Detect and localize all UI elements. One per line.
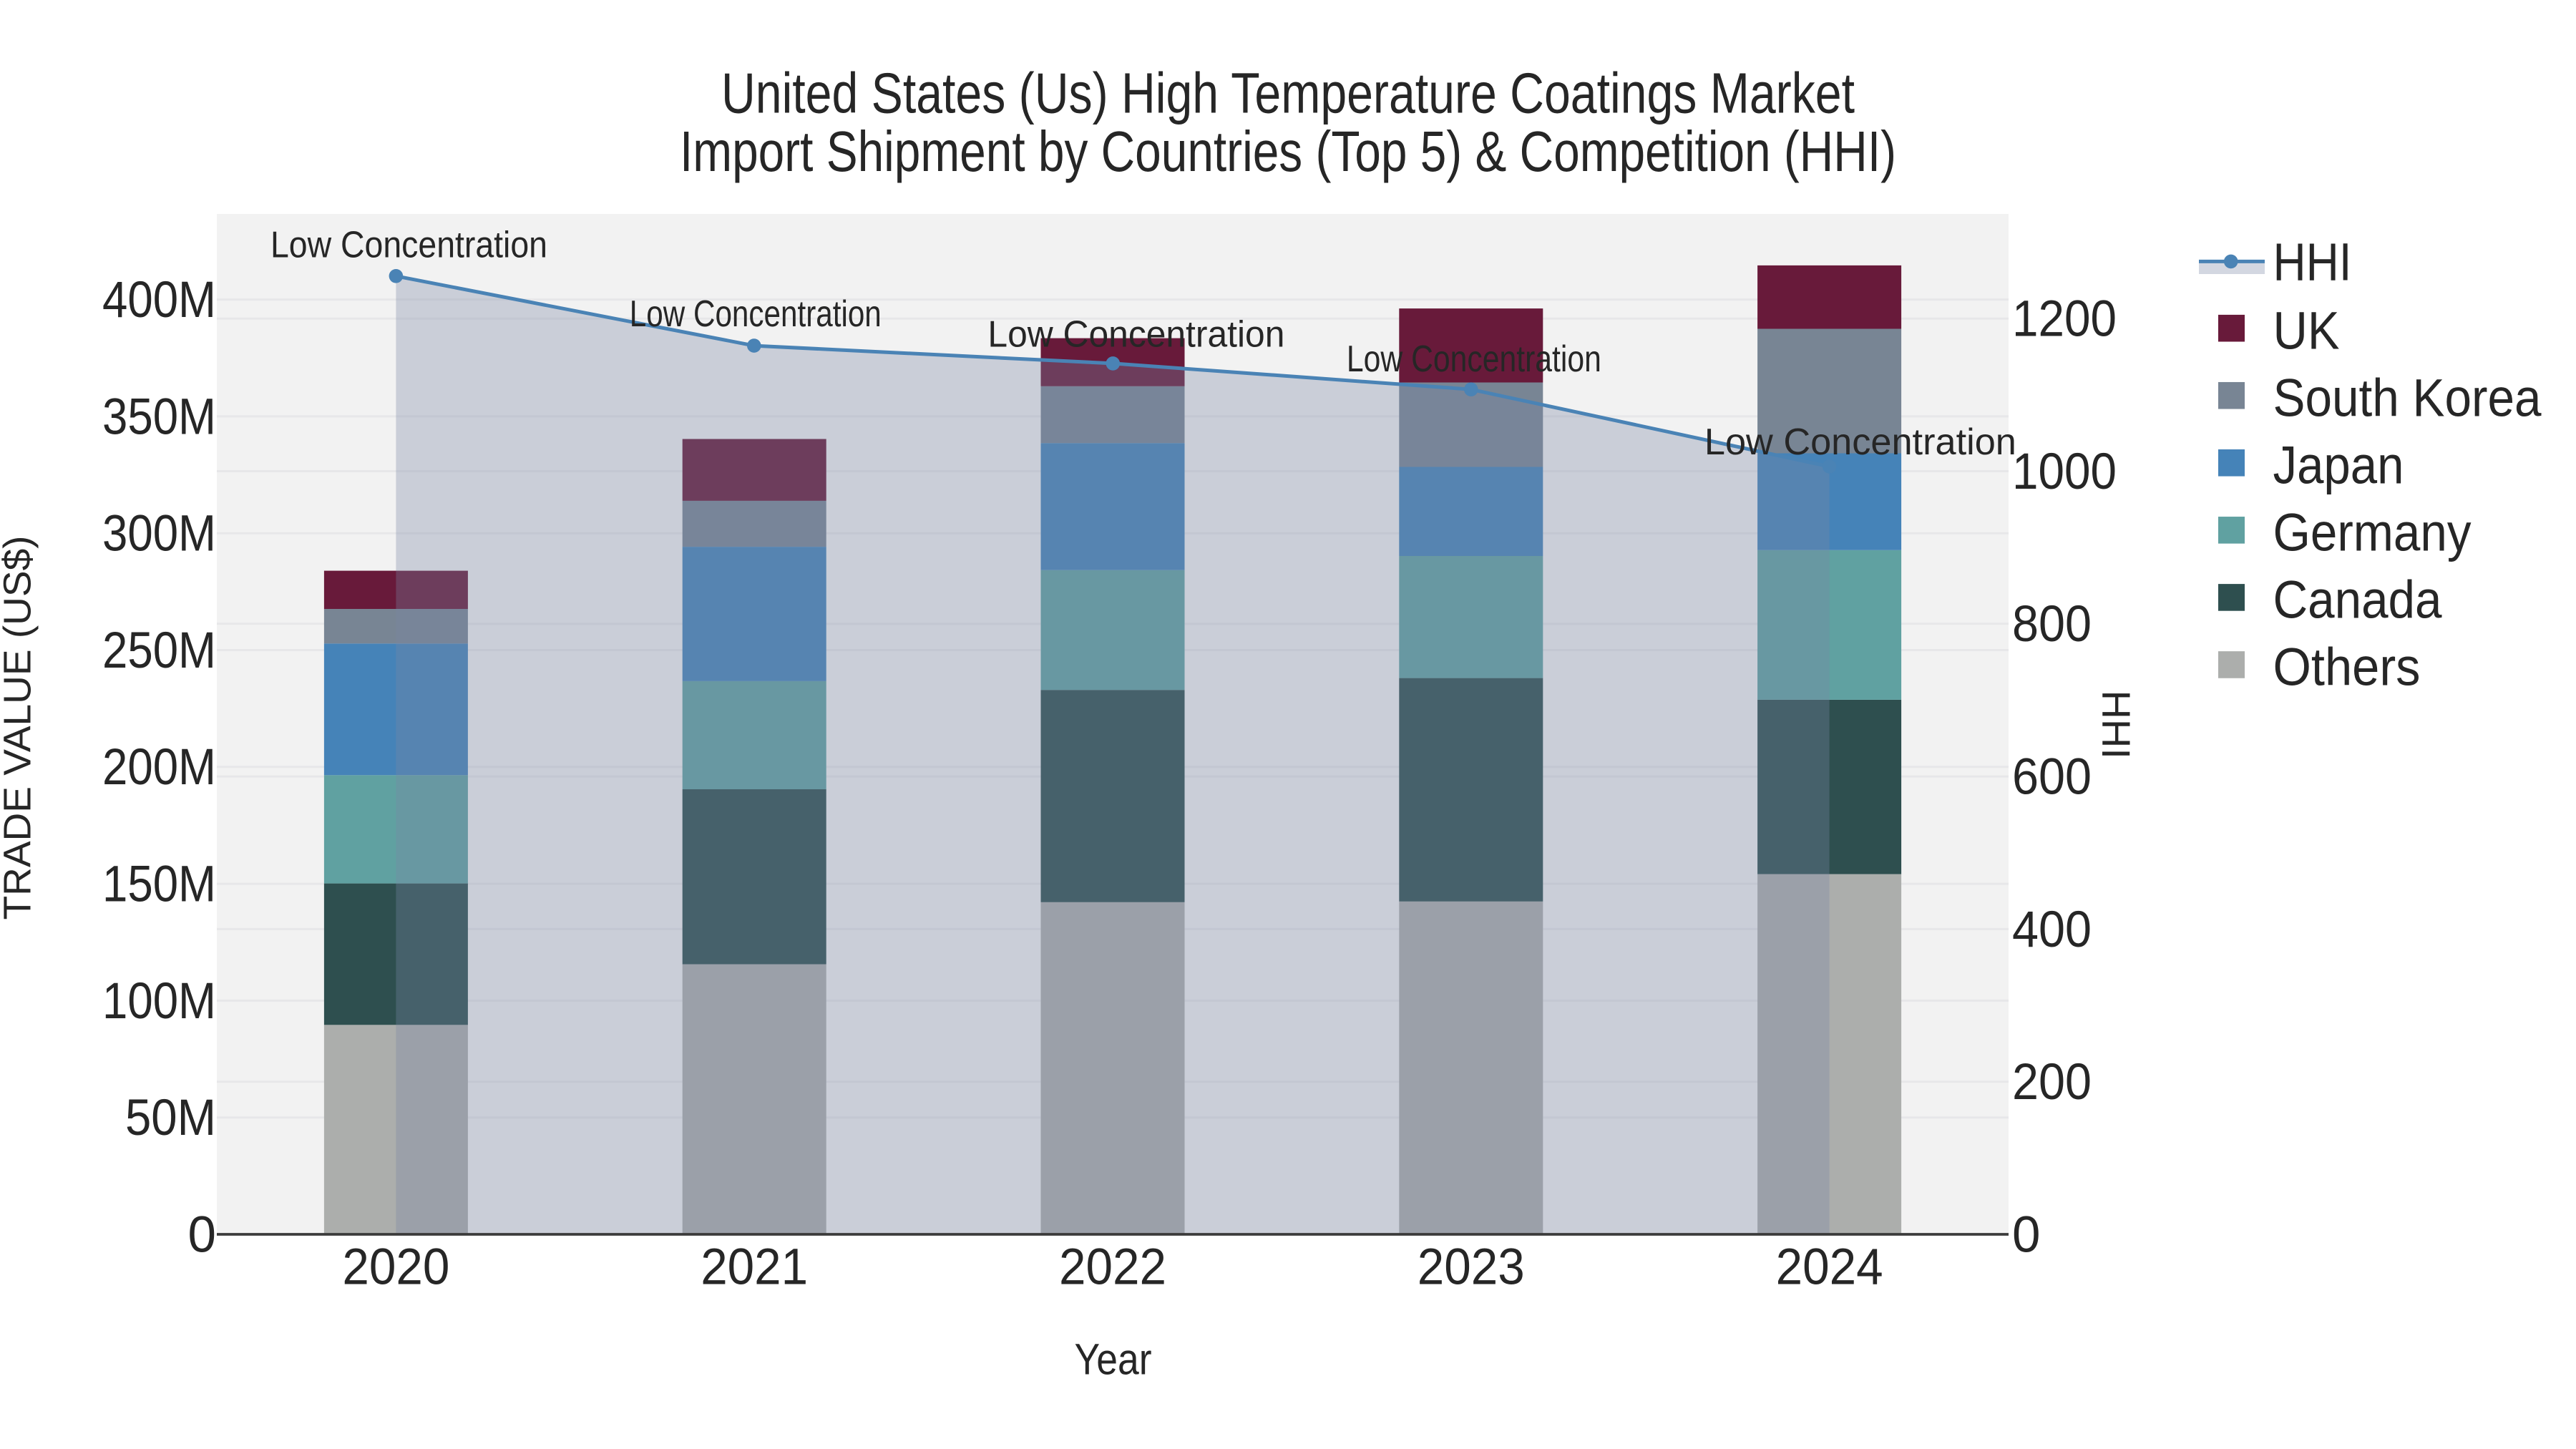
svg-text:600: 600 [2012,749,2092,806]
svg-text:Germany: Germany [2273,502,2472,562]
svg-text:Others: Others [2273,638,2421,697]
svg-text:0: 0 [2012,1206,2041,1263]
svg-text:Low Concentration: Low Concentration [1704,421,2016,463]
svg-text:TRADE VALUE (US$): TRADE VALUE (US$) [0,536,39,920]
svg-text:Year: Year [1075,1335,1152,1384]
svg-text:United States (Us) High Temper: United States (Us) High Temperature Coat… [721,62,1855,125]
svg-text:2023: 2023 [1418,1239,1525,1296]
svg-text:1000: 1000 [2012,444,2117,500]
svg-text:Low Concentration: Low Concentration [270,225,547,266]
svg-text:Import Shipment by Countries (: Import Shipment by Countries (Top 5) & C… [680,119,1896,183]
svg-text:400: 400 [2012,902,2092,958]
svg-text:Low Concentration: Low Concentration [987,313,1284,355]
svg-text:400M: 400M [102,272,216,328]
svg-text:Canada: Canada [2273,570,2443,630]
svg-text:UK: UK [2273,301,2340,360]
svg-text:2021: 2021 [701,1239,808,1296]
svg-text:0: 0 [188,1206,217,1263]
svg-text:Low Concentration: Low Concentration [1347,338,1601,380]
svg-text:250M: 250M [102,623,216,679]
svg-text:Japan: Japan [2273,435,2404,494]
svg-text:100M: 100M [102,973,216,1030]
svg-text:2020: 2020 [342,1239,449,1296]
svg-text:HHI: HHI [2094,690,2139,758]
svg-text:300M: 300M [102,506,216,562]
svg-text:Low Concentration: Low Concentration [630,293,882,335]
svg-text:150M: 150M [102,857,216,913]
svg-text:HHI: HHI [2273,233,2352,292]
svg-text:2022: 2022 [1059,1239,1166,1296]
svg-text:2024: 2024 [1776,1239,1883,1296]
svg-text:50M: 50M [125,1090,216,1146]
svg-text:200M: 200M [102,739,216,796]
svg-text:350M: 350M [102,389,216,445]
svg-text:200: 200 [2012,1054,2092,1111]
svg-text:1200: 1200 [2012,291,2117,348]
svg-text:South Korea: South Korea [2273,368,2542,427]
svg-text:800: 800 [2012,596,2092,653]
